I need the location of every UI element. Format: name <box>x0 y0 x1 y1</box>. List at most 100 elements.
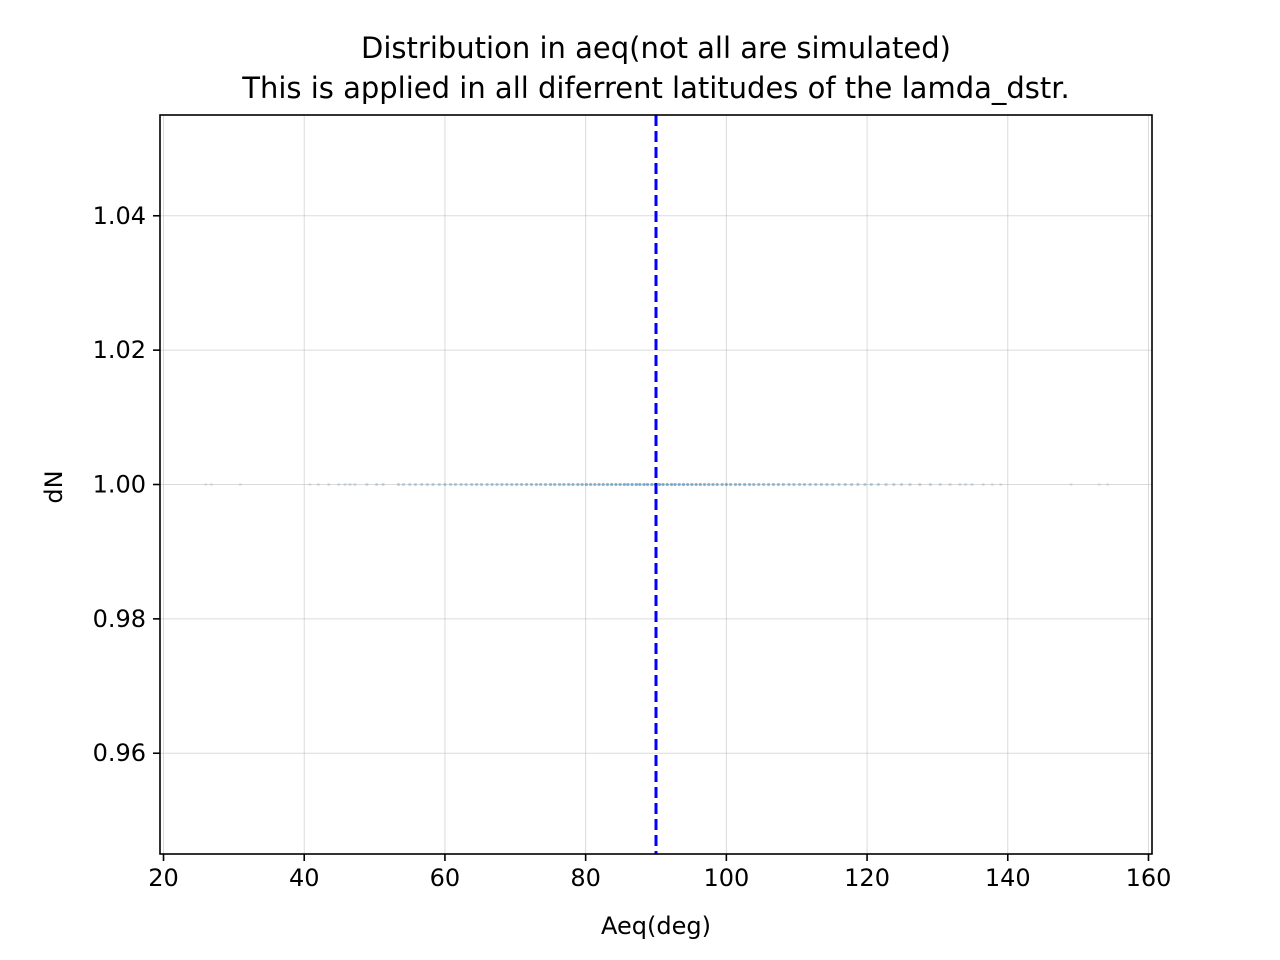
scatter-point <box>401 482 406 487</box>
scatter-point <box>830 482 835 487</box>
scatter-point <box>571 482 575 487</box>
scatter-point <box>464 482 468 487</box>
scatter-point <box>669 482 674 487</box>
scatter-point <box>485 482 489 487</box>
scatter-point <box>209 482 213 487</box>
scatter-point <box>630 482 634 487</box>
scatter-point <box>747 482 752 487</box>
scatter-point <box>990 482 994 487</box>
x-tick-label: 160 <box>1126 864 1172 892</box>
scatter-point <box>999 482 1003 487</box>
scatter-point <box>534 482 539 487</box>
scatter-point <box>981 482 985 487</box>
chart-subtitle: This is applied in all diferrent latitud… <box>241 71 1070 105</box>
scatter-point <box>238 482 242 487</box>
scatter-point <box>495 482 499 487</box>
scatter-point <box>720 482 724 487</box>
scatter-point <box>657 482 662 487</box>
scatter-point <box>614 482 618 487</box>
scatter-point <box>665 482 669 487</box>
x-tick-label: 20 <box>148 864 179 892</box>
scatter-point <box>353 482 357 487</box>
scatter-point <box>724 482 728 487</box>
scatter-point <box>553 482 557 487</box>
scatter-point <box>396 482 401 487</box>
scatter-point <box>766 482 771 487</box>
scatter-point <box>622 482 626 487</box>
x-tick-label: 40 <box>289 864 320 892</box>
scatter-point <box>475 482 479 487</box>
scatter-point <box>792 482 796 487</box>
scatter-point <box>588 482 593 487</box>
scatter-point <box>316 482 320 487</box>
scatter-point <box>928 482 932 487</box>
scatter-point <box>453 482 458 487</box>
scatter-point <box>548 482 553 487</box>
scatter-point <box>899 482 904 487</box>
chart-title: Distribution in aeq(not all are simulate… <box>361 31 951 65</box>
scatter-point <box>1069 482 1073 487</box>
scatter-point <box>869 482 873 487</box>
scatter-point <box>892 482 896 487</box>
scatter-point <box>711 482 715 487</box>
scatter-point <box>694 482 698 487</box>
scatter-point <box>459 482 463 487</box>
scatter-point <box>375 482 379 487</box>
scatter-point <box>856 482 860 487</box>
x-tick-label: 100 <box>703 864 749 892</box>
scatter-point <box>479 482 484 487</box>
scatter-point <box>420 482 424 487</box>
scatter-point <box>802 482 807 487</box>
x-axis-label: Aeq(deg) <box>601 912 711 940</box>
scatter-point <box>500 482 504 487</box>
scatter-point <box>543 482 548 487</box>
scatter-point <box>1106 482 1110 487</box>
scatter-point <box>698 482 702 487</box>
scatter-point <box>584 482 588 487</box>
scatter-point <box>413 482 417 487</box>
scatter-point <box>348 482 352 487</box>
y-tick-label: 1.02 <box>93 336 146 364</box>
scatter-point <box>752 482 756 487</box>
scatter-point <box>686 482 690 487</box>
scatter-point <box>524 482 529 487</box>
scatter-point <box>843 482 847 487</box>
scatter-point <box>677 482 681 487</box>
scatter-point <box>576 482 580 487</box>
scatter-point <box>884 482 888 487</box>
scatter-point <box>365 482 369 487</box>
x-tick-label: 120 <box>844 864 890 892</box>
scatter-point <box>970 482 974 487</box>
scatter-point <box>505 482 509 487</box>
scatter-point <box>529 482 534 487</box>
scatter-point <box>738 482 742 487</box>
scatter-point <box>634 482 638 487</box>
scatter-point <box>661 482 665 487</box>
scatter-point <box>539 482 543 487</box>
scatter-point <box>204 482 208 487</box>
scatter-point <box>327 482 331 487</box>
scatter-point <box>448 482 453 487</box>
scatter-point <box>681 482 686 487</box>
y-tick-label: 0.96 <box>93 739 146 767</box>
scatter-point <box>431 482 435 487</box>
scatter-point <box>605 482 610 487</box>
scatter-point <box>849 482 854 487</box>
scatter-point <box>948 482 952 487</box>
scatter-point <box>308 482 312 487</box>
scatter-point <box>863 482 867 487</box>
scatter-point <box>938 482 942 487</box>
scatter-point <box>797 482 802 487</box>
scatter-point <box>1097 482 1101 487</box>
scatter-point <box>707 482 711 487</box>
scatter-point <box>958 482 962 487</box>
scatter-point <box>819 482 823 487</box>
scatter-point <box>567 482 571 487</box>
scatter-point <box>510 482 514 487</box>
scatter-point <box>715 482 719 487</box>
scatter-point <box>757 482 761 487</box>
scatter-point <box>728 482 733 487</box>
scatter-point <box>787 482 791 487</box>
scatter-point <box>490 482 494 487</box>
